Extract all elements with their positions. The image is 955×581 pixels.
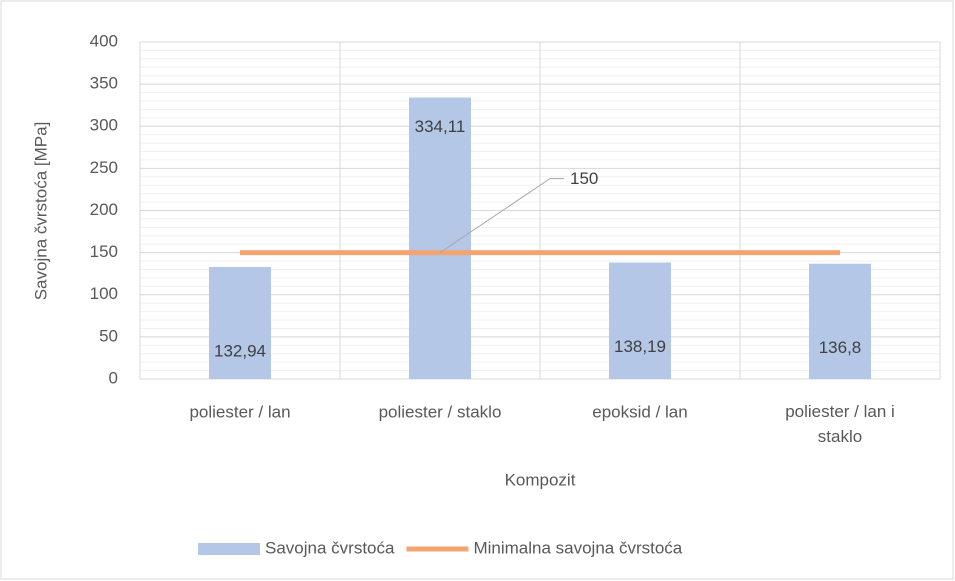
x-tick-label: poliester / staklo: [379, 402, 502, 421]
data-label: 132,94: [214, 341, 266, 360]
y-tick-label: 250: [90, 158, 118, 177]
x-axis-title: Kompozit: [505, 470, 576, 489]
y-tick-label: 0: [109, 368, 118, 387]
x-tick-label: poliester / lan: [189, 402, 290, 421]
data-label: 136,8: [819, 338, 862, 357]
data-label: 138,19: [614, 337, 666, 356]
y-tick-label: 50: [99, 326, 118, 345]
x-tick-label: poliester / lan i staklo: [785, 402, 895, 446]
legend-swatch: [198, 543, 260, 555]
legend-label: Minimalna savojna čvrstoća: [473, 538, 682, 557]
y-axis-title: Savojna čvrstoća [MPa]: [31, 122, 50, 301]
y-tick-label: 200: [90, 200, 118, 219]
data-label: 150: [570, 169, 598, 188]
bar: [609, 262, 671, 379]
bar: [809, 263, 871, 379]
leader-line: [439, 178, 564, 254]
y-tick-label: 100: [90, 284, 118, 303]
data-label: 334,11: [415, 117, 466, 136]
bar: [209, 266, 271, 379]
y-tick-label: 300: [90, 116, 118, 135]
y-tick-label: 350: [90, 74, 118, 93]
y-tick-label: 150: [90, 242, 118, 261]
x-tick-label: epoksid / lan: [592, 402, 687, 421]
legend-label: Savojna čvrstoća: [265, 538, 395, 557]
y-tick-label: 400: [90, 31, 118, 50]
